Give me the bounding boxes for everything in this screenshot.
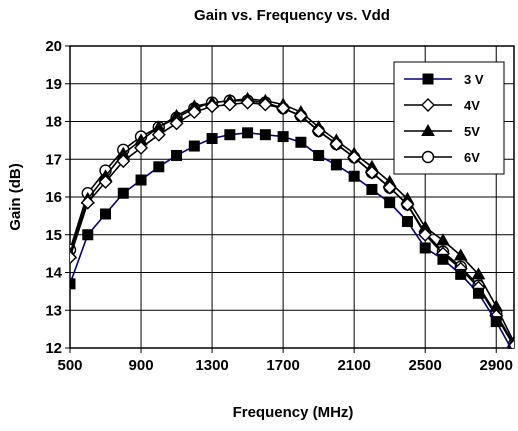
x-tick-label: 1300 [195,357,228,374]
square-marker [259,129,271,141]
y-tick-label: 17 [45,151,62,168]
diamond-marker [80,195,95,210]
square-marker [366,183,378,195]
diamond-marker [187,105,202,120]
square-marker [437,253,449,265]
series-layer [70,91,514,349]
diamond-marker [382,180,397,195]
diamond-marker [240,95,255,110]
x-tick-label: 900 [129,357,154,374]
legend-item: 5V [404,123,480,139]
square-marker [422,73,434,85]
diamond-marker [347,150,362,165]
square-marker [490,316,502,328]
chart-title: Gain vs. Frequency vs. Vdd [194,7,390,24]
square-marker [419,242,431,254]
diamond-marker [364,165,379,180]
triangle-marker [436,233,450,246]
y-tick-label: 19 [45,76,62,93]
square-marker [171,149,183,161]
diamond-marker [116,154,131,169]
triangle-marker [421,123,435,136]
square-marker [188,140,200,152]
legend-label: 4V [464,98,480,113]
diamond-marker [134,140,149,155]
triangle-marker [471,267,486,280]
square-marker [153,161,165,173]
legend-item: 3 V [404,72,484,87]
square-marker [348,170,360,182]
diamond-marker [258,97,273,112]
diamond-marker [169,116,184,131]
y-axis-label: Gain (dB) [7,163,24,231]
y-axis-ticks: 12 13 14 15 16 17 18 19 20 [45,38,70,357]
legend-label: 6V [464,150,480,165]
square-marker [224,129,236,141]
y-tick-label: 15 [45,227,62,244]
square-marker [313,149,325,161]
legend-item: 6V [404,150,480,165]
square-marker [472,287,484,299]
diamond-marker [151,127,166,142]
square-marker [508,348,514,349]
x-axis-ticks: 500 900 1300 1700 2100 2500 2900 [57,348,513,374]
square-marker [82,229,94,241]
diamond-marker [293,108,308,123]
diamond-marker [418,227,433,242]
diamond-marker [421,98,435,112]
x-tick-label: 2900 [480,357,513,374]
y-tick-label: 20 [45,38,62,55]
diamond-marker [98,174,113,189]
y-tick-label: 18 [45,114,62,131]
x-tick-label: 500 [57,357,82,374]
diamond-marker [311,123,326,138]
square-marker [330,159,342,171]
series-3v [70,127,514,349]
legend-label: 3 V [464,72,484,87]
diamond-marker [400,197,415,212]
legend-label: 5V [464,124,480,139]
y-tick-label: 16 [45,189,62,206]
square-marker [117,187,129,199]
square-marker [401,216,413,228]
x-tick-label: 2100 [337,357,370,374]
x-tick-label: 2500 [409,357,442,374]
diamond-marker [329,137,344,152]
legend: 3 V 4V 5V 6V [393,61,505,175]
y-tick-label: 13 [45,302,62,319]
square-marker [242,127,254,139]
diamond-marker [205,99,220,114]
square-marker [384,197,396,209]
square-marker [70,278,76,290]
square-marker [135,174,147,186]
square-marker [206,132,218,144]
triangle-marker [453,248,468,261]
diamond-marker [276,101,291,116]
x-tick-label: 1700 [266,357,299,374]
y-tick-label: 12 [45,340,62,357]
square-marker [100,208,112,220]
x-axis-label: Frequency (MHz) [233,404,354,421]
diamond-marker [222,97,237,112]
legend-item: 4V [404,98,480,113]
square-marker [277,131,289,143]
circle-marker [421,150,435,164]
square-marker [295,136,307,148]
diamond-marker [70,250,77,265]
series-line [70,98,514,343]
legend-box [393,61,505,175]
square-marker [455,268,467,280]
y-tick-label: 14 [45,265,62,282]
